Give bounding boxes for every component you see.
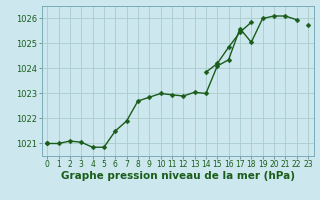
X-axis label: Graphe pression niveau de la mer (hPa): Graphe pression niveau de la mer (hPa) — [60, 171, 295, 181]
